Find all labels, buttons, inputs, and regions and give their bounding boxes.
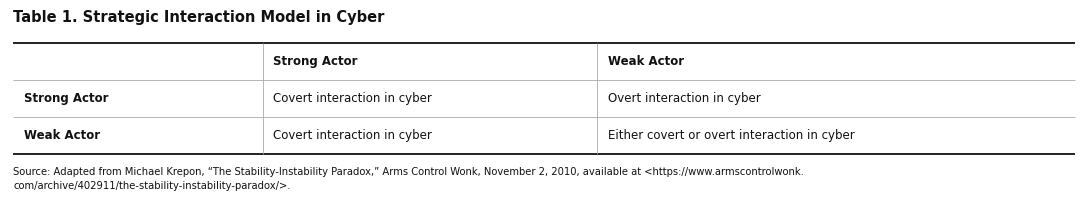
Text: Weak Actor: Weak Actor (608, 55, 684, 68)
Text: Covert interaction in cyber: Covert interaction in cyber (273, 92, 432, 105)
Text: Overt interaction in cyber: Overt interaction in cyber (608, 92, 761, 105)
Text: Either covert or overt interaction in cyber: Either covert or overt interaction in cy… (608, 129, 855, 142)
Text: Strong Actor: Strong Actor (24, 92, 109, 105)
Text: Weak Actor: Weak Actor (24, 129, 100, 142)
Text: Covert interaction in cyber: Covert interaction in cyber (273, 129, 432, 142)
Text: Source: Adapted from Michael Krepon, “The Stability-Instability Paradox,” Arms C: Source: Adapted from Michael Krepon, “Th… (13, 167, 804, 177)
Text: com/archive/402911/the-stability-instability-paradox/>.: com/archive/402911/the-stability-instabi… (13, 181, 290, 191)
Text: Strong Actor: Strong Actor (273, 55, 358, 68)
Text: Table 1. Strategic Interaction Model in Cyber: Table 1. Strategic Interaction Model in … (13, 10, 384, 25)
